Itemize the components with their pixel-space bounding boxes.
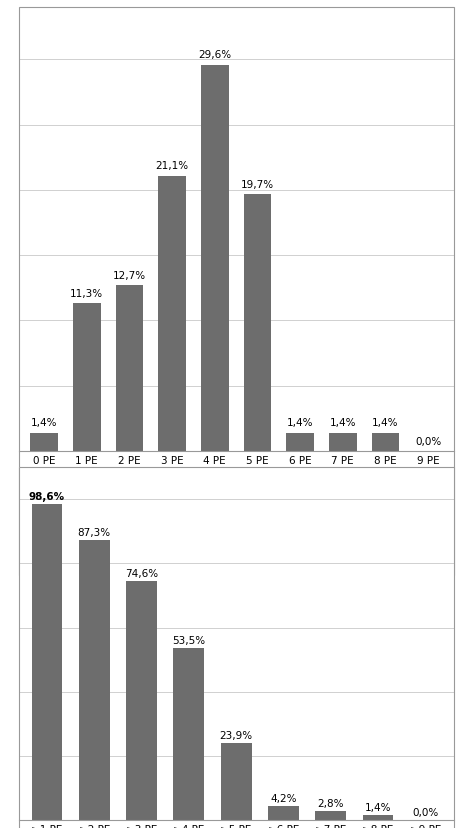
Bar [174, 648, 204, 820]
Text: 2,8%: 2,8% [318, 797, 344, 807]
Bar [201, 65, 229, 451]
Text: 0,0%: 0,0% [412, 806, 438, 816]
Bar [286, 433, 314, 451]
Bar [315, 811, 346, 820]
Text: 23,9%: 23,9% [219, 730, 253, 740]
Bar [158, 176, 186, 451]
Text: 1,4%: 1,4% [31, 418, 57, 428]
Text: 4,2%: 4,2% [270, 793, 297, 803]
Bar [126, 581, 157, 820]
Text: 1,4%: 1,4% [287, 418, 313, 428]
Text: 87,3%: 87,3% [78, 527, 111, 537]
Bar [363, 816, 394, 820]
Text: différents auxquels elles sont exposées par jour: différents auxquels elles sont exposées … [76, 540, 396, 553]
Text: Répartition des patientes selon le nombre exact de PE: Répartition des patientes selon le nombr… [55, 509, 417, 522]
Text: 98,6%: 98,6% [29, 491, 65, 501]
Bar [79, 541, 110, 820]
Text: 1,4%: 1,4% [365, 802, 391, 812]
Text: 21,1%: 21,1% [156, 161, 189, 171]
Bar [30, 433, 58, 451]
Bar [329, 433, 357, 451]
Text: 1,4%: 1,4% [330, 418, 356, 428]
Text: 1,4%: 1,4% [372, 418, 399, 428]
Text: 53,5%: 53,5% [172, 635, 206, 645]
Bar [73, 304, 100, 451]
Text: 29,6%: 29,6% [198, 51, 232, 60]
Bar [31, 504, 63, 820]
Text: 11,3%: 11,3% [70, 289, 103, 299]
Text: 19,7%: 19,7% [241, 180, 274, 190]
Text: 12,7%: 12,7% [113, 271, 146, 281]
Text: 0,0%: 0,0% [415, 436, 441, 446]
Bar [244, 195, 271, 451]
Text: 74,6%: 74,6% [125, 568, 158, 578]
Bar [19, 468, 454, 828]
Bar [19, 8, 454, 575]
Bar [268, 806, 299, 820]
Bar [372, 433, 400, 451]
Bar [221, 744, 251, 820]
Bar [116, 286, 144, 451]
